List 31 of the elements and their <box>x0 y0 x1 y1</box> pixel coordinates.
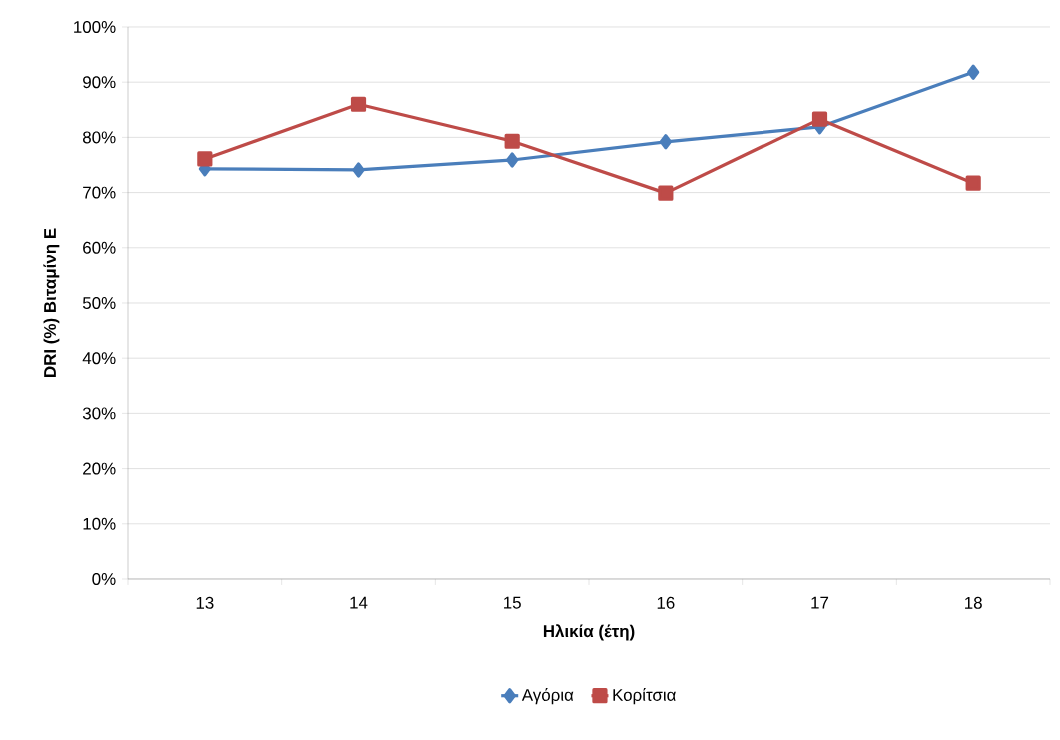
point <box>659 134 672 150</box>
x-tick-label: 18 <box>965 596 982 609</box>
y-tick-label: 80% <box>83 131 116 144</box>
point <box>967 64 980 80</box>
point <box>352 162 365 178</box>
x-tick-label: 13 <box>196 596 214 609</box>
point <box>506 152 519 168</box>
legend-label: Αγόρια <box>521 688 574 705</box>
y-tick-label: 50% <box>82 296 116 309</box>
point <box>350 96 367 112</box>
y-tick-label: 0% <box>92 572 116 585</box>
y-axis-title: DRI (%) Βιταμίνη Ε <box>43 228 60 377</box>
x-tick-label: 17 <box>811 596 829 609</box>
y-tick-label: 90% <box>83 76 116 89</box>
point <box>197 151 213 167</box>
point <box>658 185 674 201</box>
legend-label: Κορίτσια <box>613 688 676 705</box>
y-tick-label: 30% <box>82 407 116 420</box>
y-tick-label: 100% <box>74 20 116 33</box>
point <box>965 175 981 191</box>
y-tick-label: 60% <box>83 241 116 254</box>
y-tick-label: 40% <box>82 352 116 365</box>
y-tick-label: 70% <box>83 186 116 199</box>
point <box>504 133 520 149</box>
x-tick-label: 16 <box>657 596 675 609</box>
x-axis-title: Ηλικία (έτη) <box>543 624 635 641</box>
x-tick-label: 14 <box>350 596 368 609</box>
x-tick-label: 15 <box>504 596 521 609</box>
point <box>811 111 828 127</box>
y-tick-label: 10% <box>83 517 116 530</box>
y-tick-label: 20% <box>83 462 116 475</box>
